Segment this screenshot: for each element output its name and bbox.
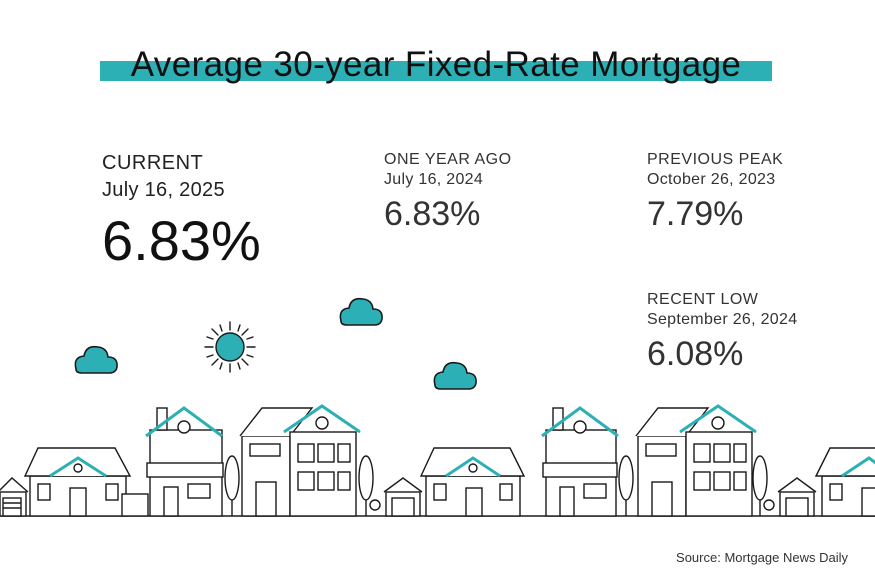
cloud-icon	[433, 361, 477, 390]
stat-recent-low-date: September 26, 2024	[647, 311, 798, 328]
stat-one-year-ago-date: July 16, 2024	[384, 171, 484, 188]
stat-recent-low-label: RECENT LOW	[647, 291, 759, 308]
house-icon	[383, 404, 875, 517]
stat-one-year-ago-label: ONE YEAR AGO	[384, 151, 512, 168]
stat-recent-low: RECENT LOW September 26, 2024 6.08%	[647, 290, 797, 376]
house-icon	[0, 404, 381, 517]
stat-current-date: July 16, 2025	[102, 179, 225, 201]
stat-recent-low-rate: 6.08%	[647, 335, 744, 373]
stat-previous-peak-date: October 26, 2023	[647, 171, 776, 188]
page-title: Average 30-year Fixed-Rate Mortgage	[130, 45, 742, 84]
stat-one-year-ago-rate: 6.83%	[384, 195, 481, 233]
stat-previous-peak-label: PREVIOUS PEAK	[647, 151, 784, 168]
title-highlight-bar	[100, 61, 772, 81]
cloud-icon	[74, 345, 118, 374]
source-citation: Source: Mortgage News Daily	[676, 550, 848, 565]
stat-current-rate: 6.83%	[102, 209, 261, 272]
cloud-icon	[339, 297, 383, 326]
stat-current-label: CURRENT	[102, 152, 204, 174]
stat-previous-peak: PREVIOUS PEAK October 26, 2023 7.79%	[647, 150, 783, 236]
title-block: Average 30-year Fixed-Rate Mortgage	[100, 40, 772, 90]
stat-current: CURRENT July 16, 2025 6.83%	[102, 150, 261, 274]
stat-one-year-ago: ONE YEAR AGO July 16, 2024 6.83%	[384, 150, 512, 236]
stat-previous-peak-rate: 7.79%	[647, 195, 744, 233]
sun-icon	[204, 321, 256, 373]
